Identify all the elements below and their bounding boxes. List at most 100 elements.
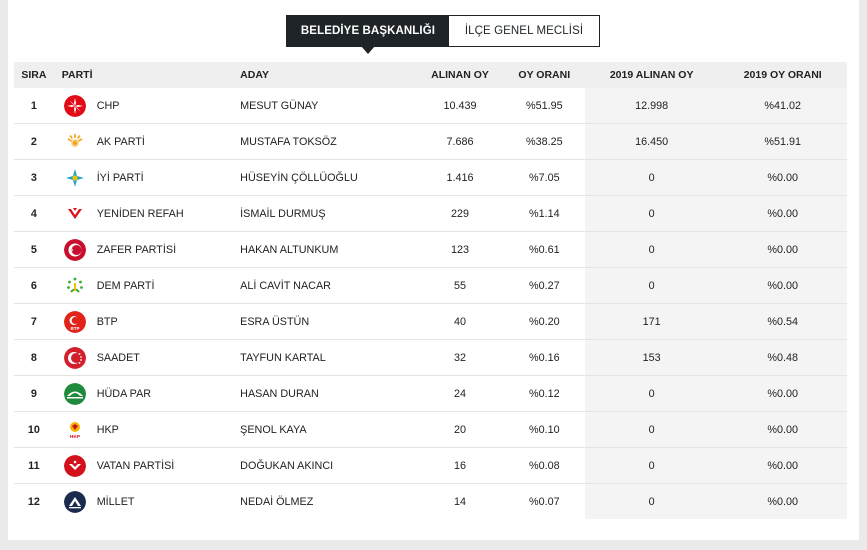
table-row: 7 BTP BTP ESRA ÜSTÜN 40 %0.20 171 %0.54 — [14, 303, 847, 340]
row-party-logo — [53, 123, 97, 160]
tab-mayor[interactable]: BELEDİYE BAŞKANLIĞI — [287, 16, 449, 54]
row-votes-2019: 0 — [584, 267, 719, 304]
row-party-name: MİLLET — [96, 483, 241, 519]
header-votes: ALINAN OY — [431, 69, 489, 81]
tab-district-council[interactable]: İLÇE GENEL MECLİSİ — [449, 16, 599, 46]
row-pct: %0.12 — [503, 375, 585, 412]
row-party-name: ZAFER PARTİSİ — [96, 231, 241, 268]
row-votes-2019: 0 — [584, 159, 719, 196]
table-row: 11 VATAN PARTİSİ DOĞUKAN AKINCI 16 %0.08 0 %0.… — [14, 447, 847, 484]
row-party-logo — [53, 339, 97, 376]
row-rank: 7 — [14, 303, 54, 340]
table-row: 5 ZAFER PARTİSİ HAKAN ALTUNKUM 123 %0.61 0 %0.… — [14, 231, 847, 268]
table-row: 12 MİLLET NEDAİ ÖLMEZ 14 %0.07 0 %0.00 — [14, 483, 847, 519]
row-party-name: SAADET — [96, 339, 241, 376]
row-votes: 229 — [416, 195, 504, 232]
results-table: SIRA PARTİ ADAY ALINAN OY OY ORANI 2019 … — [14, 62, 847, 519]
table-row: 8 SAADET TAYFUN KARTAL 32 %0.16 153 %0.48 — [14, 339, 847, 376]
row-rank: 1 — [30, 99, 37, 112]
row-pct-2019: %51.91 — [718, 123, 847, 160]
table-row: 4 YENİDEN REFAH İSMAİL DURMUŞ 229 %1.14 0 %0.0… — [14, 195, 847, 232]
row-pct: %0.07 — [503, 483, 585, 519]
row-votes: 7.686 — [416, 123, 504, 160]
row-rank: 12 — [14, 483, 54, 519]
row-party-logo — [53, 375, 97, 412]
svg-text:BTP: BTP — [71, 326, 80, 331]
header-rank: SIRA — [21, 69, 47, 81]
row-party-name: AK PARTİ — [96, 123, 241, 160]
row-candidate: MESUT GÜNAY — [240, 99, 319, 112]
table-header-row: SIRA PARTİ ADAY ALINAN OY OY ORANI 2019 … — [14, 62, 847, 88]
table-row: 9 HÜDA PAR HASAN DURAN 24 %0.12 0 %0.00 — [14, 375, 847, 412]
row-votes: 32 — [416, 339, 504, 376]
yenidenrefah-logo-icon — [64, 202, 87, 225]
table-row: 2 AK PARTİ MUSTAFA TOKSÖZ 7.686 %38.25 16.450… — [14, 123, 847, 160]
row-votes-2019: 16.450 — [584, 123, 719, 160]
row-pct-2019: %0.00 — [718, 447, 847, 484]
row-party-name: YENİDEN REFAH — [96, 195, 241, 232]
row-votes: 40 — [416, 303, 504, 340]
zafer-logo-icon — [64, 238, 87, 261]
row-candidate: İSMAİL DURMUŞ — [240, 195, 417, 232]
row-candidate: ESRA ÜSTÜN — [240, 303, 417, 340]
millet-logo-icon — [64, 490, 87, 513]
row-pct-2019: %0.00 — [718, 411, 847, 448]
row-votes: 16 — [416, 447, 504, 484]
row-pct: %0.16 — [503, 339, 585, 376]
chp-logo-icon — [64, 94, 87, 117]
row-candidate: MUSTAFA TOKSÖZ — [240, 123, 417, 160]
row-pct: %38.25 — [503, 123, 585, 160]
row-party-logo — [53, 159, 97, 196]
row-party-logo — [54, 88, 97, 124]
header-party-spacer — [97, 62, 240, 88]
row-rank: 11 — [14, 447, 54, 484]
row-pct-2019: %0.00 — [718, 267, 847, 304]
row-votes-2019: 0 — [584, 231, 719, 268]
row-pct-2019: %0.00 — [718, 375, 847, 412]
vatan-logo-icon — [64, 454, 87, 477]
table-row: 1 CHP MESUT GÜNAY 10.439 %51.95 12.998 %41.02 — [14, 88, 847, 124]
table-row: 6 DEM PARTİ ALİ CAVİT NACAR 55 %0.27 0 %0.00 — [14, 267, 847, 304]
row-party-name: CHP — [96, 99, 120, 112]
row-pct: %7.05 — [503, 159, 585, 196]
row-votes: 24 — [416, 375, 504, 412]
hudapar-logo-icon — [64, 382, 87, 405]
row-rank: 6 — [14, 267, 54, 304]
saadet-logo-icon — [64, 346, 87, 369]
row-candidate: DOĞUKAN AKINCI — [240, 447, 417, 484]
row-votes: 55 — [416, 267, 504, 304]
row-candidate: HAKAN ALTUNKUM — [240, 231, 417, 268]
row-votes-2019: 0 — [584, 447, 719, 484]
row-pct: %51.95 — [525, 99, 563, 112]
row-votes: 1.416 — [416, 159, 504, 196]
dem-logo-icon — [64, 274, 87, 297]
row-pct: %1.14 — [503, 195, 585, 232]
row-party-logo — [53, 447, 97, 484]
header-pct-2019: 2019 OY ORANI — [718, 62, 847, 88]
row-votes: 14 — [416, 483, 504, 519]
row-pct-2019: %0.00 — [718, 195, 847, 232]
row-pct: %0.08 — [503, 447, 585, 484]
hkp-logo-icon: HKP — [64, 418, 87, 441]
row-votes-2019: 0 — [584, 411, 719, 448]
row-party-name: İYİ PARTİ — [96, 159, 241, 196]
row-party-name: HKP — [96, 411, 241, 448]
row-rank: 4 — [14, 195, 54, 232]
row-votes: 10.439 — [443, 99, 477, 112]
row-rank: 5 — [14, 231, 54, 268]
table-row: 3 İYİ PARTİ HÜSEYİN ÇÖLLÜOĞLU 1.416 %7.05 0 %0… — [14, 159, 847, 196]
row-rank: 3 — [14, 159, 54, 196]
row-pct-2019: %0.00 — [718, 159, 847, 196]
row-votes: 123 — [416, 231, 504, 268]
row-votes-2019: 12.998 — [584, 88, 719, 124]
row-rank: 10 — [14, 411, 54, 448]
row-rank: 9 — [14, 375, 54, 412]
row-votes-2019: 0 — [584, 483, 719, 519]
row-pct-2019: %0.48 — [718, 339, 847, 376]
akparti-logo-icon — [64, 130, 87, 153]
header-candidate: ADAY — [240, 69, 269, 81]
row-party-logo — [53, 231, 97, 268]
header-pct: OY ORANI — [518, 69, 571, 81]
row-pct-2019: %0.54 — [718, 303, 847, 340]
row-candidate: HÜSEYİN ÇÖLLÜOĞLU — [240, 159, 417, 196]
